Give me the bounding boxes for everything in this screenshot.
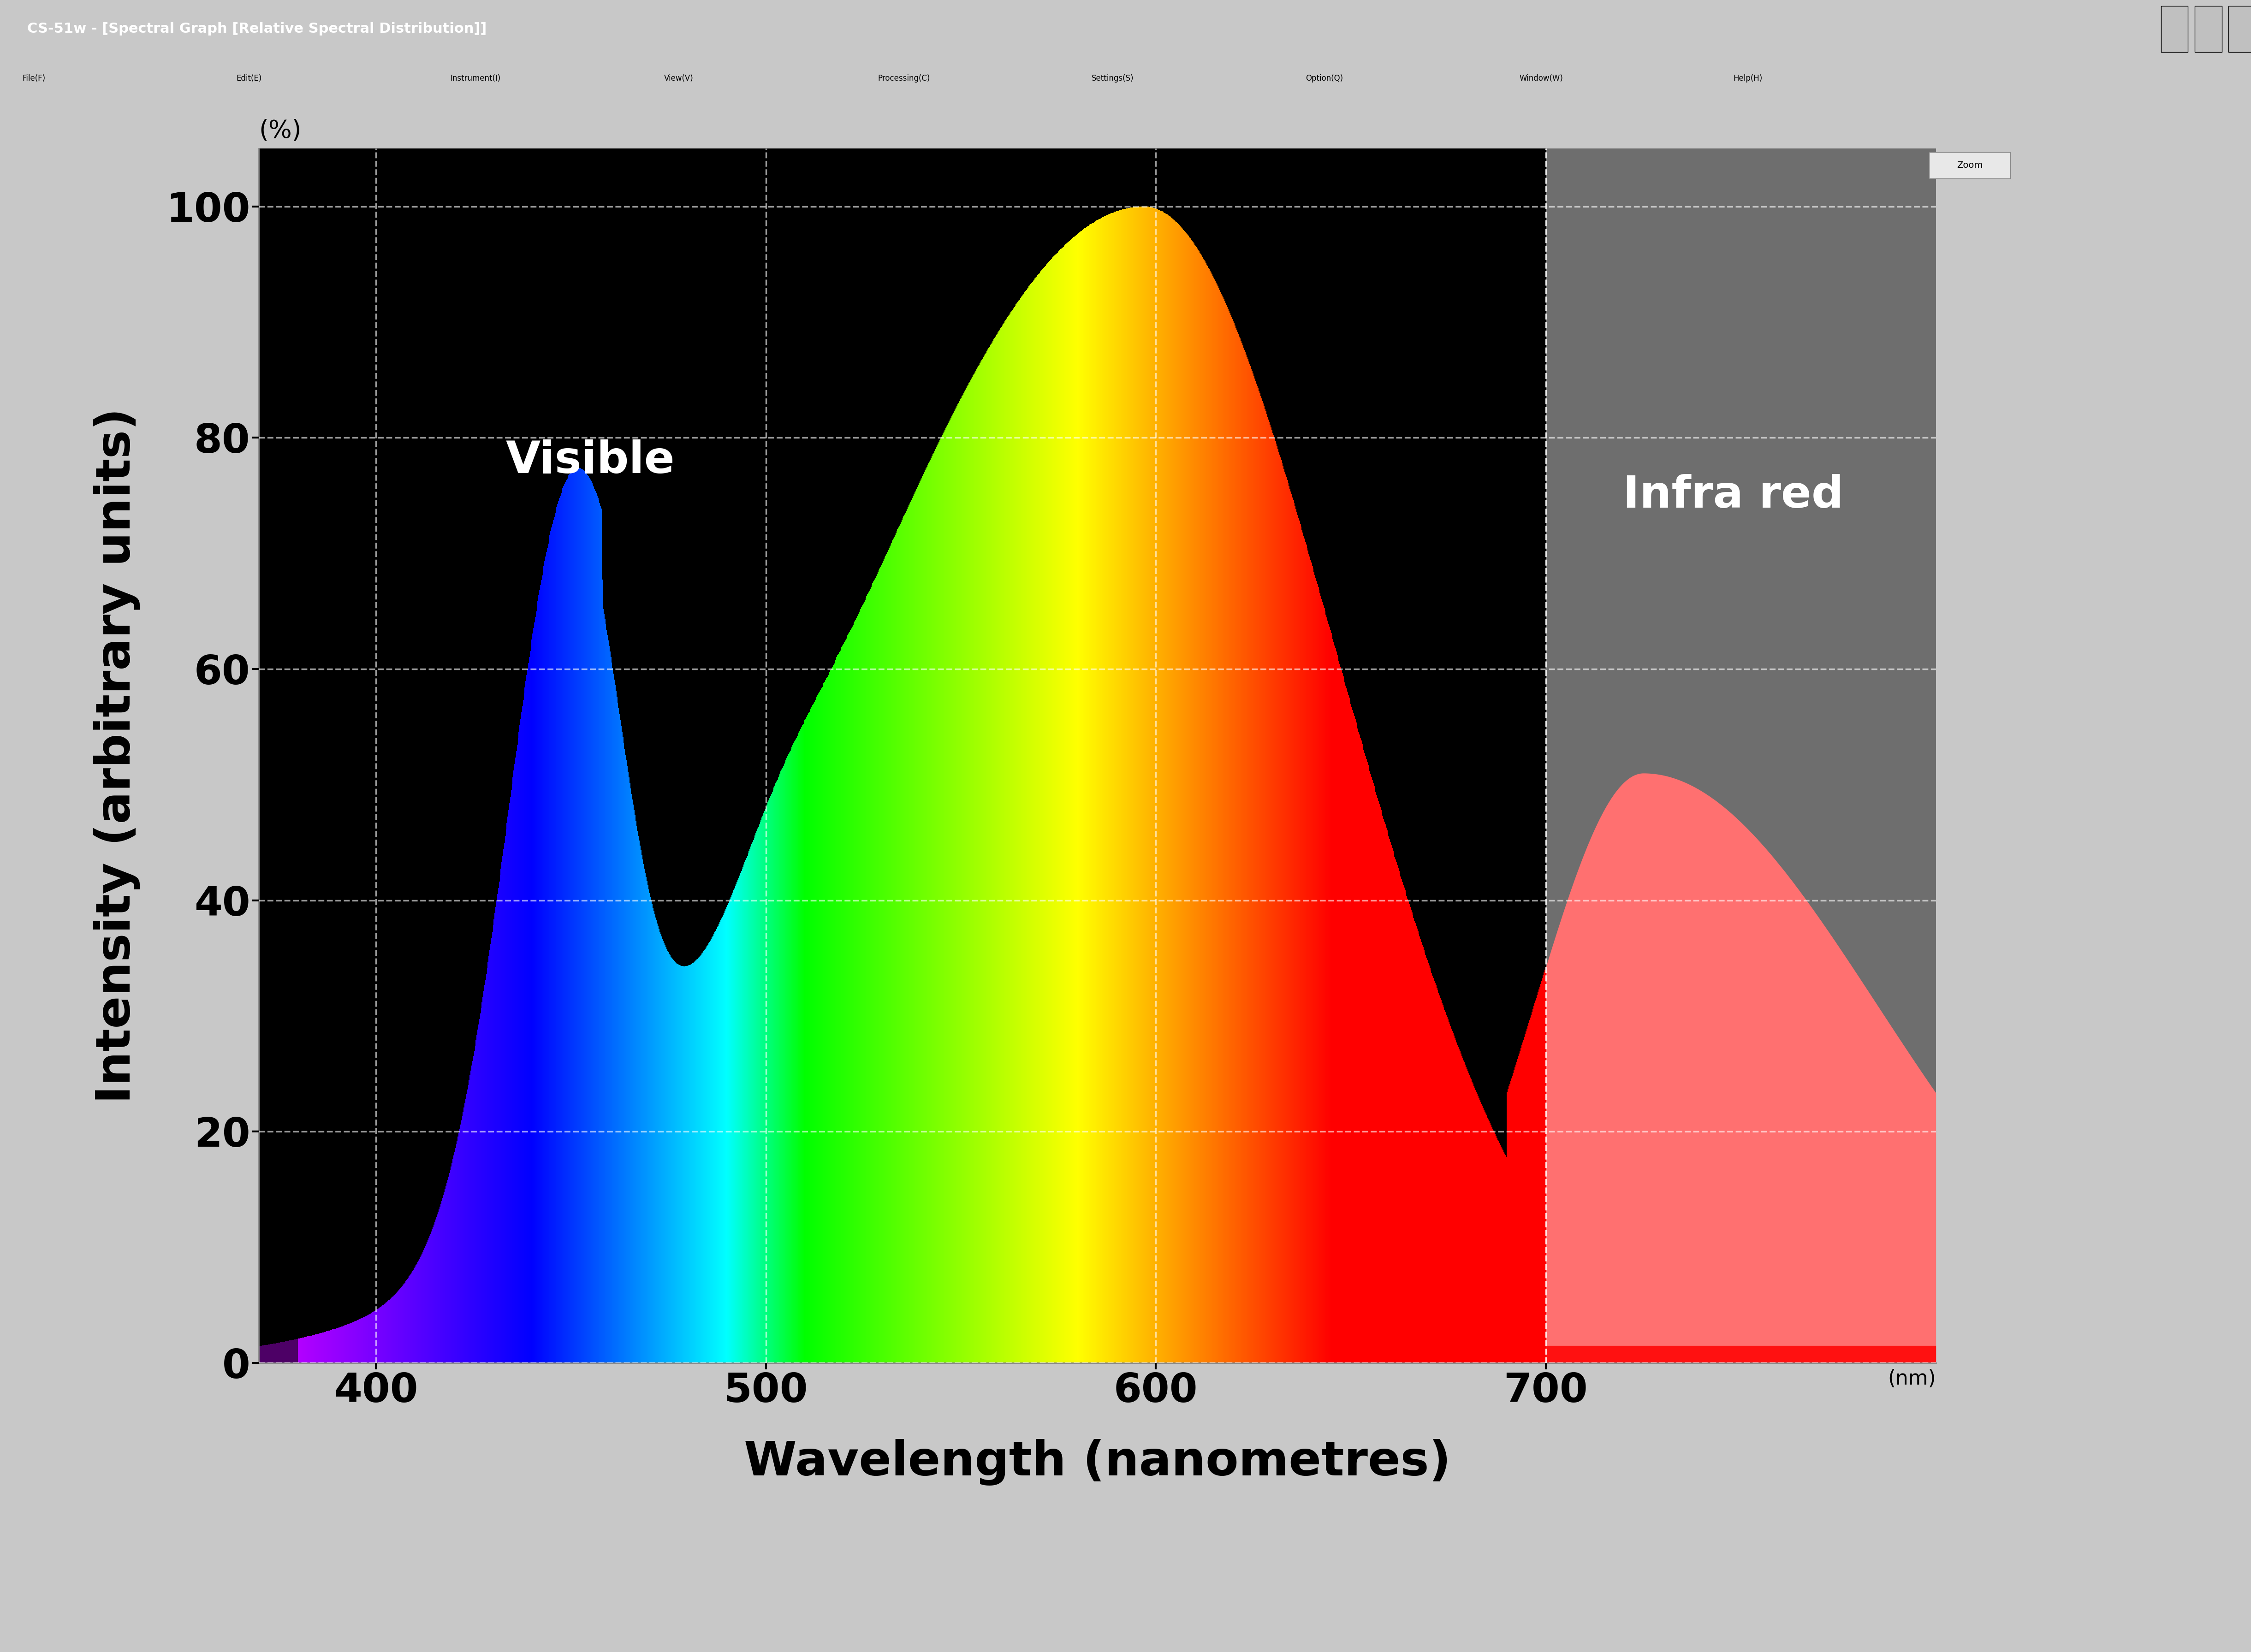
Text: Instrument(I): Instrument(I) xyxy=(450,74,500,83)
Text: Edit(E): Edit(E) xyxy=(236,74,261,83)
Y-axis label: Intensity (arbitrary units): Intensity (arbitrary units) xyxy=(95,408,140,1104)
Text: Option(Q): Option(Q) xyxy=(1306,74,1344,83)
Text: File(F): File(F) xyxy=(23,74,45,83)
Text: View(V): View(V) xyxy=(664,74,693,83)
Bar xyxy=(1929,152,2010,178)
Bar xyxy=(2195,5,2222,51)
Text: Infra red: Infra red xyxy=(1623,474,1844,517)
Text: Zoom: Zoom xyxy=(1956,160,1983,170)
Bar xyxy=(2228,5,2251,51)
Text: CS-51w - [Spectral Graph [Relative Spectral Distribution]]: CS-51w - [Spectral Graph [Relative Spect… xyxy=(27,21,486,36)
Text: Settings(S): Settings(S) xyxy=(1092,74,1135,83)
Text: (%): (%) xyxy=(259,119,302,142)
Bar xyxy=(2161,5,2188,51)
Bar xyxy=(1546,149,1936,1363)
Text: Help(H): Help(H) xyxy=(1733,74,1763,83)
X-axis label: Wavelength (nanometres): Wavelength (nanometres) xyxy=(743,1439,1452,1485)
Text: Processing(C): Processing(C) xyxy=(878,74,930,83)
Text: (nm): (nm) xyxy=(1889,1370,1936,1389)
Text: Window(W): Window(W) xyxy=(1519,74,1562,83)
Text: Visible: Visible xyxy=(506,439,675,482)
